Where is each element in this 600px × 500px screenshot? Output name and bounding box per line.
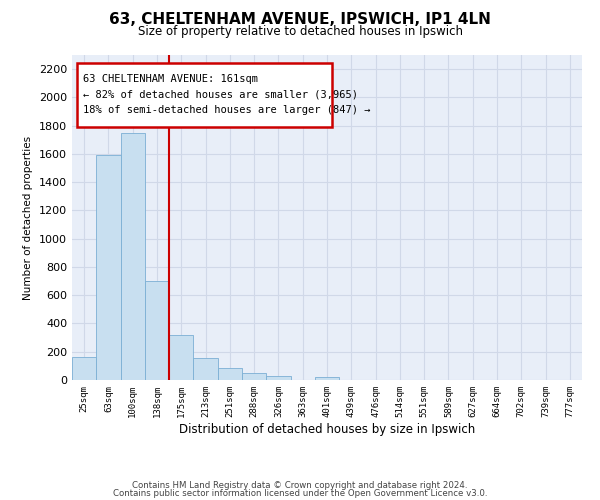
Bar: [96, 156, 121, 380]
Bar: [193, 358, 218, 380]
Bar: [218, 368, 242, 380]
Bar: [145, 281, 169, 380]
Y-axis label: Number of detached properties: Number of detached properties: [23, 136, 34, 300]
FancyBboxPatch shape: [77, 63, 332, 126]
Bar: [72, 358, 96, 380]
Bar: [169, 336, 193, 380]
Text: Size of property relative to detached houses in Ipswich: Size of property relative to detached ho…: [137, 25, 463, 38]
Text: Contains HM Land Registry data © Crown copyright and database right 2024.: Contains HM Land Registry data © Crown c…: [132, 481, 468, 490]
Bar: [266, 376, 290, 380]
Text: 63 CHELTENHAM AVENUE: 161sqm
← 82% of detached houses are smaller (3,965)
18% of: 63 CHELTENHAM AVENUE: 161sqm ← 82% of de…: [83, 74, 371, 116]
Bar: [315, 377, 339, 380]
Text: 63, CHELTENHAM AVENUE, IPSWICH, IP1 4LN: 63, CHELTENHAM AVENUE, IPSWICH, IP1 4LN: [109, 12, 491, 28]
Bar: [242, 373, 266, 380]
Bar: [121, 132, 145, 380]
Text: Contains public sector information licensed under the Open Government Licence v3: Contains public sector information licen…: [113, 489, 487, 498]
X-axis label: Distribution of detached houses by size in Ipswich: Distribution of detached houses by size …: [179, 422, 475, 436]
